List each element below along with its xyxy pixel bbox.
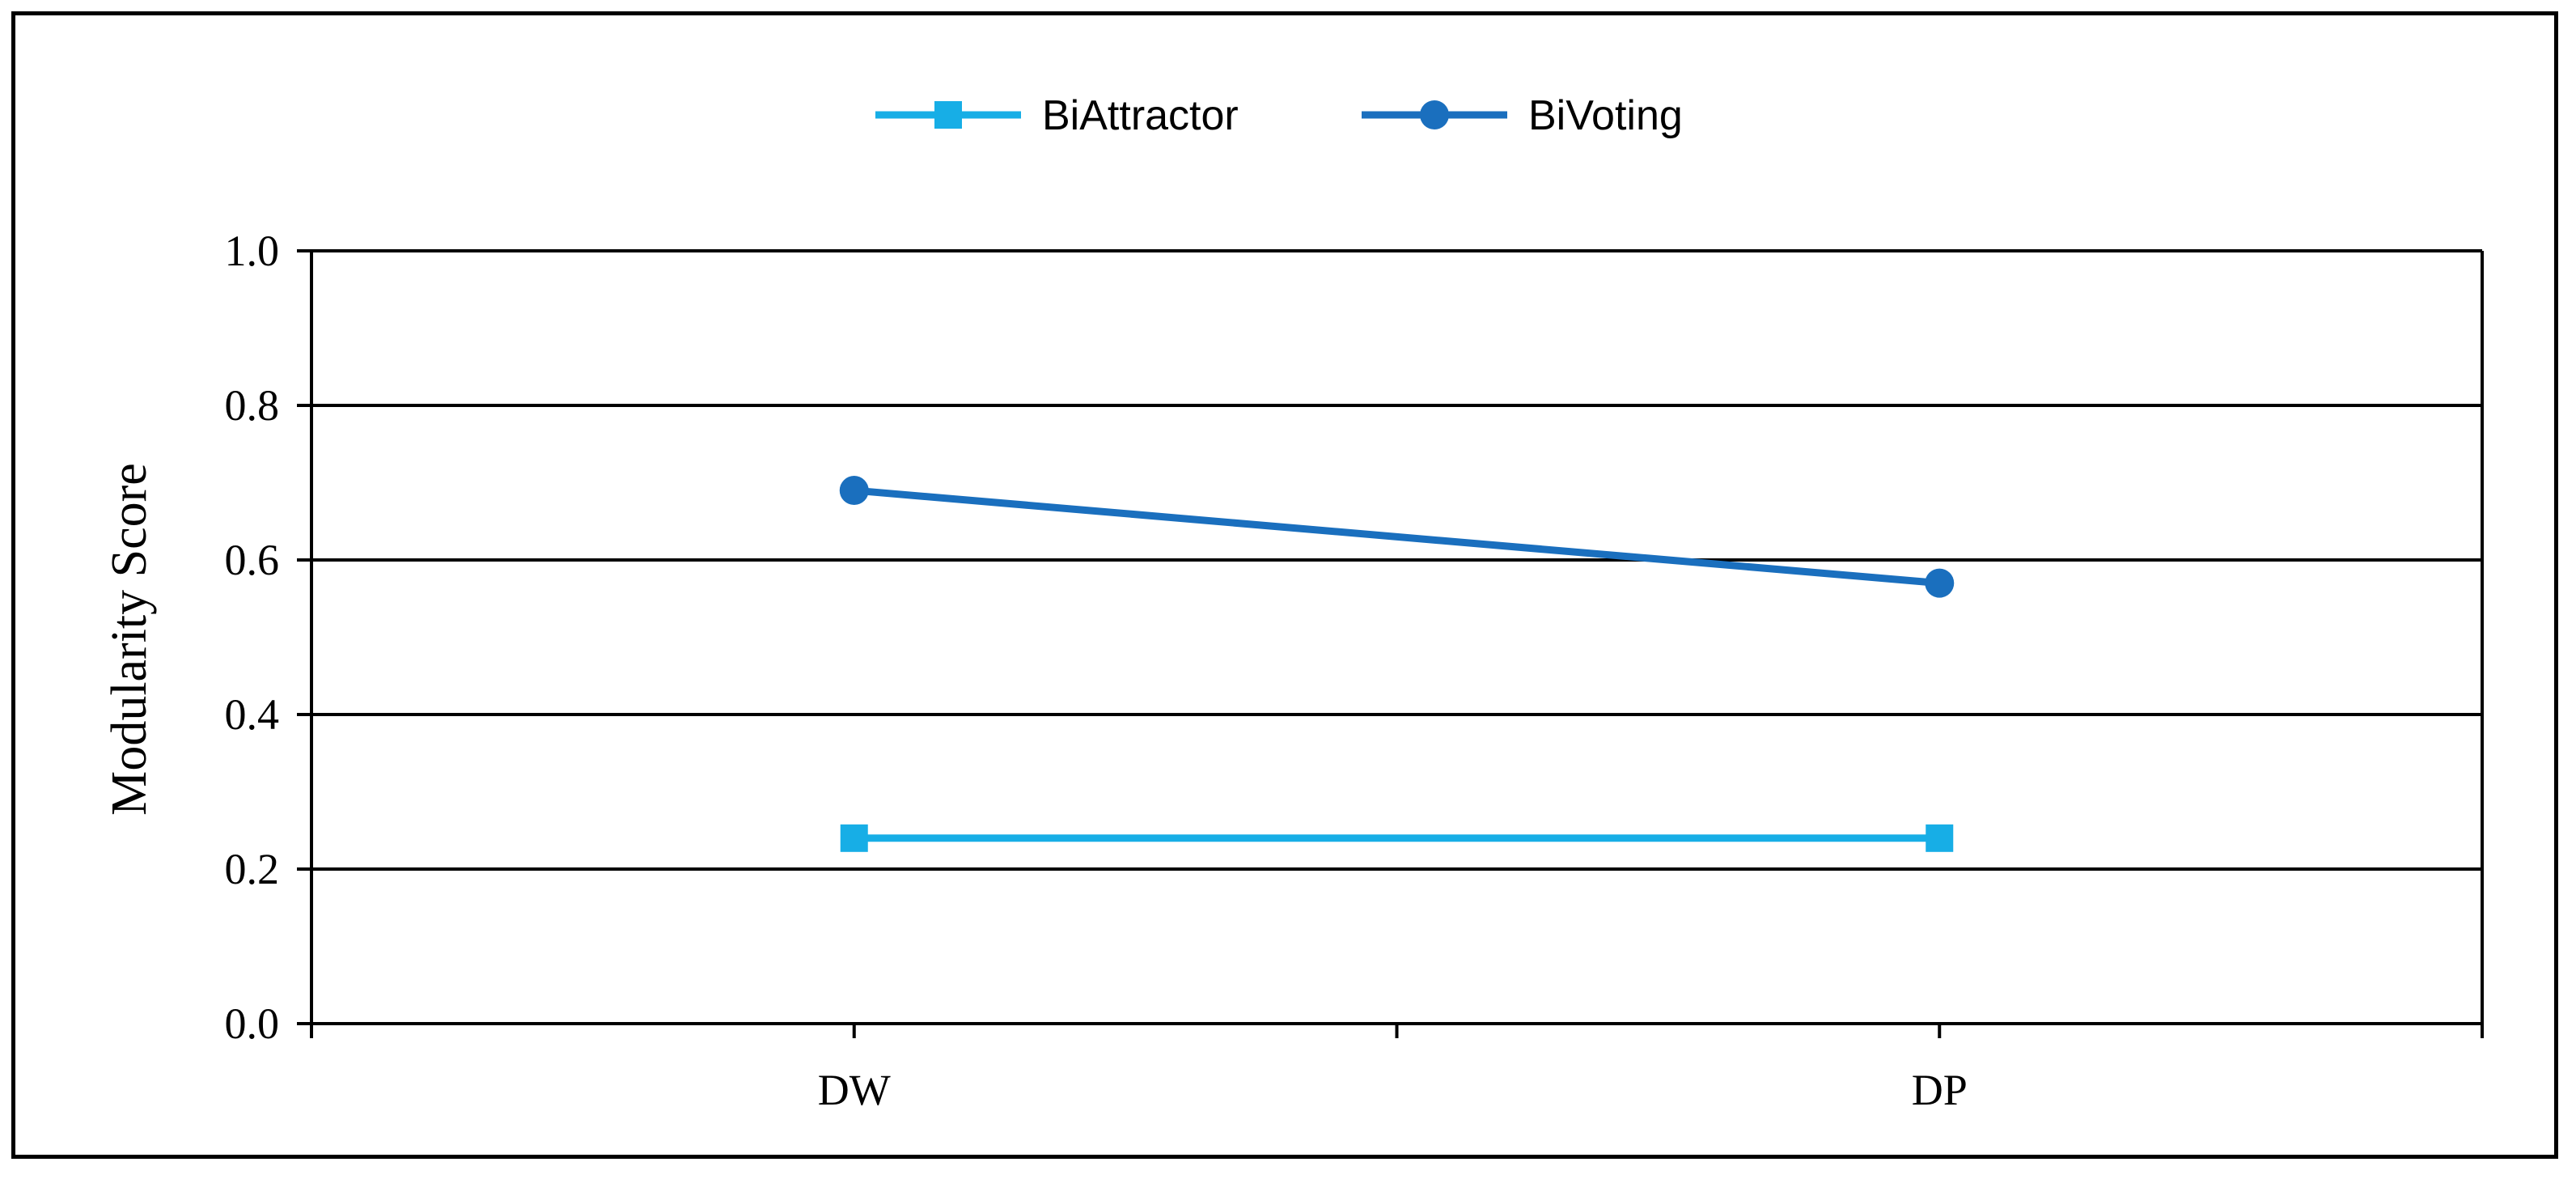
legend-label: BiAttractor bbox=[1042, 92, 1239, 139]
chart-frame bbox=[11, 11, 2558, 1159]
y-tick-label: 0.8 bbox=[225, 381, 280, 430]
legend-label: BiVoting bbox=[1528, 92, 1683, 139]
gridlines bbox=[311, 249, 2482, 1025]
legend-marker-circle bbox=[1420, 100, 1449, 129]
marker-circle bbox=[1925, 568, 1955, 598]
marker-square bbox=[840, 824, 868, 852]
y-tick-label: 1.0 bbox=[225, 227, 280, 275]
y-tick-label: 0.6 bbox=[225, 536, 280, 584]
y-tick-label: 0.4 bbox=[225, 690, 280, 739]
marker-circle bbox=[839, 476, 869, 506]
marker-square bbox=[1926, 824, 1954, 852]
legend: BiAttractor BiVoting bbox=[875, 92, 1683, 139]
x-tick-label: DP bbox=[1912, 1066, 1968, 1114]
axes bbox=[297, 249, 2484, 1038]
legend-marker-square bbox=[934, 101, 962, 129]
series-line-bivoting bbox=[854, 486, 1940, 587]
legend-item-bivoting: BiVoting bbox=[1362, 92, 1683, 139]
x-tick-labels: DW DP bbox=[818, 1066, 1968, 1114]
y-axis-title: Modularity Score bbox=[102, 463, 157, 816]
legend-item-biattractor: BiAttractor bbox=[875, 92, 1239, 139]
y-tick-labels: 0.0 0.2 0.4 0.6 0.8 1.0 bbox=[225, 227, 280, 1048]
series-layer bbox=[839, 476, 1955, 852]
x-tick-label: DW bbox=[818, 1066, 891, 1114]
y-tick-label: 0.0 bbox=[225, 999, 280, 1048]
y-tick-label: 0.2 bbox=[225, 845, 280, 893]
